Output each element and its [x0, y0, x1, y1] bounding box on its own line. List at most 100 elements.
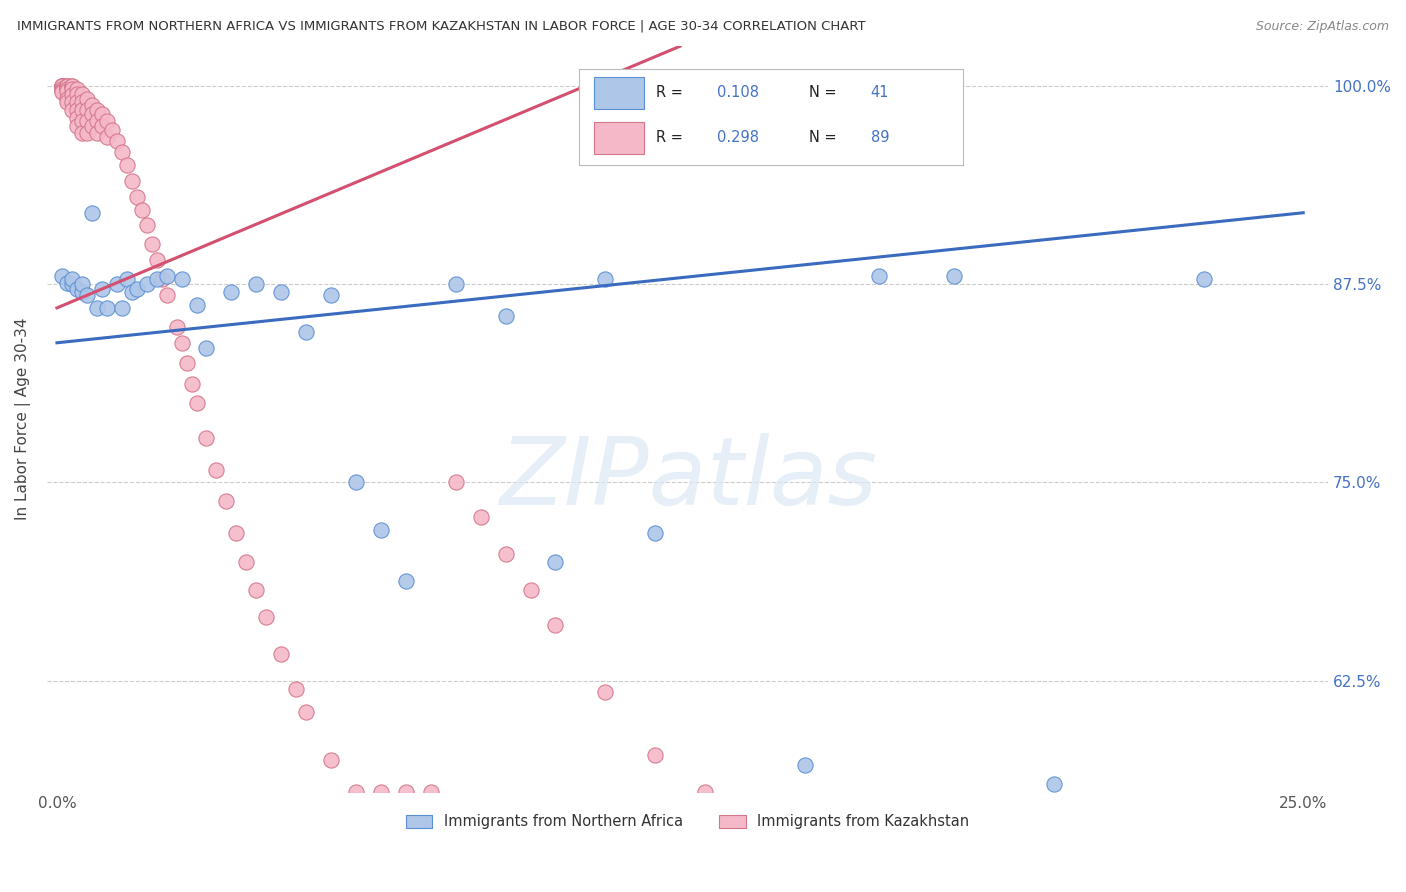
Point [370, 784, 392, 798]
Point [121, 174, 143, 188]
Point [96, 113, 118, 128]
Point [693, 784, 716, 798]
Point [270, 647, 292, 661]
Point [495, 547, 517, 561]
Point [101, 123, 124, 137]
Text: ZIPatlas: ZIPatlas [499, 433, 876, 524]
Point [245, 583, 267, 598]
Point [111, 301, 134, 315]
Point [60, 95, 83, 109]
Point [141, 237, 163, 252]
Point [60, 277, 83, 292]
Point [180, 377, 202, 392]
Point [285, 681, 308, 696]
Point [1043, 777, 1066, 791]
Point [195, 431, 218, 445]
Point [86, 301, 108, 315]
Point [321, 753, 343, 767]
Point [125, 190, 148, 204]
Point [56, 78, 79, 93]
Point [131, 202, 153, 217]
Point [70, 95, 93, 109]
Point [595, 272, 617, 286]
Point [66, 103, 89, 117]
Point [51, 85, 73, 99]
Point [370, 523, 392, 537]
Point [70, 103, 93, 117]
Point [76, 103, 98, 117]
Point [444, 475, 467, 490]
Point [519, 583, 541, 598]
Point [156, 288, 179, 302]
Point [51, 78, 73, 93]
Point [60, 78, 83, 93]
Point [60, 78, 83, 93]
Legend: Immigrants from Northern Africa, Immigrants from Kazakhstan: Immigrants from Northern Africa, Immigra… [398, 807, 977, 837]
Point [470, 510, 492, 524]
Point [51, 78, 73, 93]
Point [105, 134, 128, 148]
Point [869, 269, 891, 284]
Point [121, 285, 143, 299]
Point [80, 119, 103, 133]
Point [644, 748, 666, 763]
Point [245, 277, 267, 292]
Point [544, 555, 567, 569]
Point [90, 107, 112, 121]
Point [135, 277, 157, 292]
Point [1192, 272, 1215, 286]
Point [51, 82, 73, 96]
Point [51, 84, 73, 98]
Point [395, 784, 418, 798]
Point [66, 95, 89, 109]
Point [176, 356, 198, 370]
Point [156, 269, 179, 284]
Point [51, 269, 73, 284]
Point [56, 276, 79, 290]
Point [145, 272, 167, 286]
Point [90, 119, 112, 133]
Point [186, 396, 208, 410]
Point [60, 103, 83, 117]
Point [595, 684, 617, 698]
Point [86, 103, 108, 117]
Point [145, 253, 167, 268]
Point [295, 706, 318, 720]
Point [70, 285, 93, 299]
Point [86, 127, 108, 141]
Point [66, 282, 89, 296]
Point [544, 618, 567, 632]
Point [51, 78, 73, 93]
Point [66, 82, 89, 96]
Point [125, 282, 148, 296]
Y-axis label: In Labor Force | Age 30-34: In Labor Force | Age 30-34 [15, 318, 31, 520]
Point [254, 610, 277, 624]
Point [135, 219, 157, 233]
Point [419, 784, 441, 798]
Point [195, 341, 218, 355]
Point [86, 113, 108, 128]
Point [166, 320, 188, 334]
Point [51, 78, 73, 93]
Point [56, 78, 79, 93]
Point [56, 78, 79, 93]
Point [70, 113, 93, 128]
Point [235, 555, 257, 569]
Point [70, 87, 93, 101]
Point [444, 277, 467, 292]
Point [321, 288, 343, 302]
Point [56, 82, 79, 96]
Point [70, 127, 93, 141]
Point [295, 325, 318, 339]
Point [90, 282, 112, 296]
Point [215, 494, 238, 508]
Point [51, 78, 73, 93]
Point [225, 526, 247, 541]
Point [495, 309, 517, 323]
Point [186, 298, 208, 312]
Point [115, 158, 138, 172]
Point [96, 301, 118, 315]
Point [56, 95, 79, 109]
Point [66, 119, 89, 133]
Point [205, 463, 228, 477]
